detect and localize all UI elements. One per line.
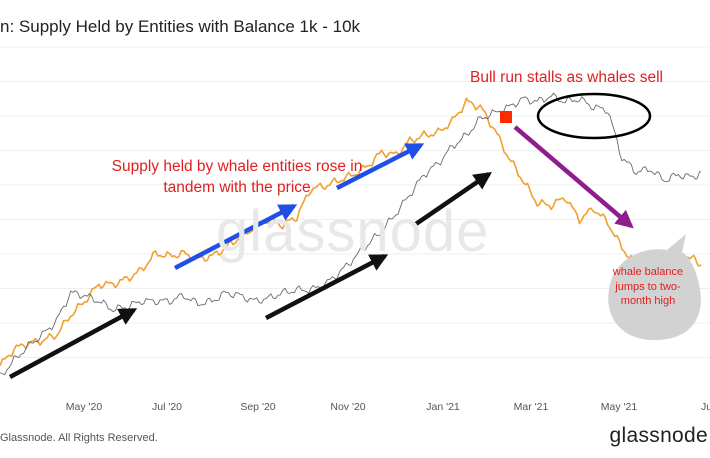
annotation-whale-rise: Supply held by whale entities rose in ta… [111,158,363,196]
whales-ellipse [536,92,652,140]
x-axis: May '20 Jul '20 Sep '20 Nov '20 Jan '21 Mar '… [66,401,710,413]
brand-logo: glassnode [609,424,708,447]
x-tick-label: Jul '20 [152,401,182,413]
x-tick-label: Sep '20 [240,401,275,413]
copyright-text: Glassnode. All Rights Reserved. [0,432,158,444]
black-arrow-2 [264,254,389,320]
peak-marker [500,111,512,123]
black-arrow-3 [411,171,492,228]
blue-arrow-2 [335,142,425,191]
black-arrow-1 [8,308,138,379]
grid-lines [0,46,710,358]
watermark: glassnode [216,199,490,264]
series-line-price [0,97,702,367]
x-tick-label: May '20 [66,401,103,413]
x-tick-label: Jan '21 [426,401,460,413]
blue-arrow-1 [173,204,298,270]
purple-arrow [513,125,634,229]
x-tick-label: Jul [701,401,710,413]
series-group [0,92,702,376]
x-tick-label: May '21 [601,401,638,413]
series-line-supply [0,92,702,376]
annotation-stall: Bull run stalls as whales sell [470,69,663,86]
x-tick-label: Mar '21 [514,401,549,413]
x-tick-label: Nov '20 [330,401,365,413]
chart-title: n: Supply Held by Entities with Balance … [0,17,361,36]
annotation-bubble: whale balance jumps to two-month high [612,266,684,307]
speech-bubble [608,234,701,341]
